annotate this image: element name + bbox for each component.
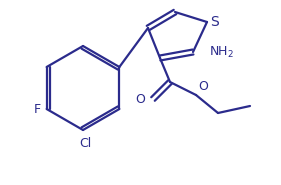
Text: Cl: Cl xyxy=(79,137,91,150)
Text: NH$_2$: NH$_2$ xyxy=(209,44,234,60)
Text: S: S xyxy=(210,15,219,29)
Text: O: O xyxy=(198,80,208,93)
Text: F: F xyxy=(33,102,41,115)
Text: O: O xyxy=(135,92,145,105)
